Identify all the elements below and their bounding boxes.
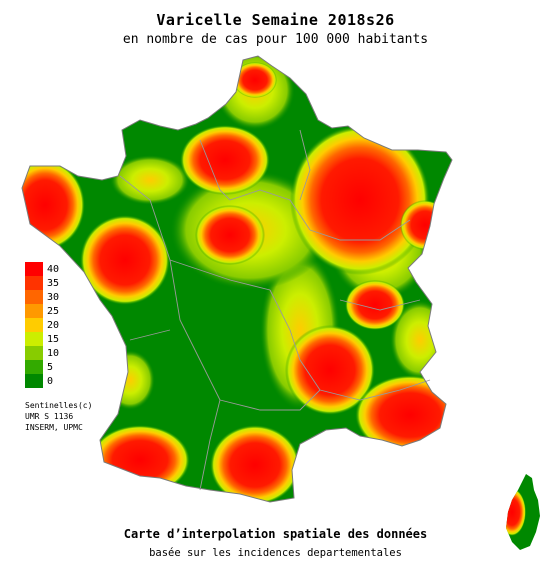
legend-tick: 20 bbox=[47, 320, 60, 331]
legend-tick: 30 bbox=[47, 292, 60, 303]
legend-swatch bbox=[25, 360, 43, 374]
legend-tick: 25 bbox=[47, 306, 60, 317]
legend-color-scale bbox=[25, 262, 43, 388]
credit-line: UMR S 1136 bbox=[25, 412, 74, 421]
footer-caption: Carte d’interpolation spatiale des donné… bbox=[123, 527, 428, 541]
legend-tick: 5 bbox=[47, 362, 54, 373]
legend-swatch bbox=[25, 374, 43, 388]
legend-swatch bbox=[25, 346, 43, 360]
footer-subcaption: basée sur les incidences departementales bbox=[149, 547, 402, 559]
legend-tick: 10 bbox=[47, 348, 60, 359]
legend-swatch bbox=[25, 304, 43, 318]
legend-swatch bbox=[25, 262, 43, 276]
legend-swatch bbox=[25, 332, 43, 346]
map-title: Varicelle Semaine 2018s26 bbox=[156, 11, 395, 29]
corsica bbox=[506, 474, 540, 550]
credit-line: Sentinelles(c) bbox=[25, 401, 93, 410]
legend-swatch bbox=[25, 276, 43, 290]
legend-tick: 15 bbox=[47, 334, 60, 345]
legend-swatch bbox=[25, 318, 43, 332]
mainland-france bbox=[21, 55, 453, 503]
legend-tick: 40 bbox=[47, 264, 60, 275]
credits: Sentinelles(c) UMR S 1136 INSERM, UPMC bbox=[25, 400, 92, 433]
credit-line: INSERM, UPMC bbox=[25, 423, 83, 432]
legend-tick: 35 bbox=[47, 278, 60, 289]
legend-swatch bbox=[25, 290, 43, 304]
legend-tick: 0 bbox=[47, 376, 54, 387]
map-subtitle: en nombre de cas pour 100 000 habitants bbox=[122, 32, 429, 47]
region-borders bbox=[119, 129, 431, 491]
